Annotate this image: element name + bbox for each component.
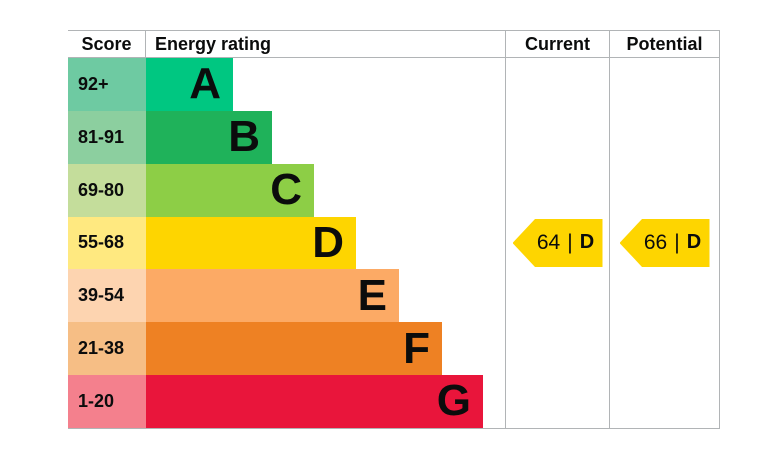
band-bar: D: [146, 216, 356, 270]
band-score-cell: 55-68: [68, 216, 146, 270]
band-row: 1-20 G: [68, 375, 720, 428]
band-score-cell: 69-80: [68, 163, 146, 217]
band-score-cell: 1-20: [68, 375, 146, 428]
band-energy-cell: D: [146, 216, 505, 270]
current-cell: [505, 163, 610, 217]
current-cell: [505, 110, 610, 164]
potential-rating-arrow: 66 | D: [619, 218, 710, 267]
band-bar: A: [146, 58, 233, 111]
band-score-cell: 92+: [68, 58, 146, 111]
band-energy-cell: G: [146, 375, 505, 428]
potential-cell: [610, 58, 720, 111]
potential-band-letter: D: [686, 231, 702, 254]
current-separator: |: [567, 230, 573, 254]
band-bar: F: [146, 322, 442, 376]
band-bar: E: [146, 269, 399, 323]
band-energy-cell: F: [146, 322, 505, 376]
potential-column-header: Potential: [610, 31, 720, 57]
potential-cell: [610, 375, 720, 428]
score-column-header: Score: [68, 31, 146, 57]
band-energy-cell: A: [146, 58, 505, 111]
band-letter: B: [228, 112, 260, 162]
band-letter: D: [312, 217, 344, 267]
current-cell: 64 | D: [505, 216, 610, 270]
potential-separator: |: [674, 230, 680, 254]
current-rating-arrow: 64 | D: [512, 218, 603, 267]
potential-cell: [610, 269, 720, 323]
current-cell: [505, 322, 610, 376]
band-bar: B: [146, 110, 272, 164]
band-score-cell: 39-54: [68, 269, 146, 323]
band-letter: F: [403, 323, 430, 373]
band-energy-cell: B: [146, 110, 505, 164]
band-bar: C: [146, 163, 314, 217]
band-row: 69-80 C: [68, 163, 720, 217]
band-row: 39-54 E: [68, 269, 720, 323]
potential-cell: 66 | D: [610, 216, 720, 270]
band-score-cell: 21-38: [68, 322, 146, 376]
band-bar: G: [146, 375, 483, 428]
band-score-label: 21-38: [78, 338, 125, 359]
band-score-label: 39-54: [78, 285, 125, 306]
potential-score-value: 66: [643, 230, 668, 254]
current-column-header: Current: [505, 31, 610, 57]
potential-cell: [610, 322, 720, 376]
band-letter: E: [357, 270, 387, 320]
band-score-label: 1-20: [78, 390, 115, 411]
potential-cell: [610, 110, 720, 164]
band-score-label: 92+: [78, 73, 109, 94]
energy-rating-column-header: Energy rating: [155, 33, 272, 54]
band-letter: G: [436, 376, 471, 426]
band-row: 21-38 F: [68, 322, 720, 376]
band-row: 81-91 B: [68, 110, 720, 164]
band-score-cell: 81-91: [68, 110, 146, 164]
band-score-label: 55-68: [78, 232, 125, 253]
band-letter: C: [270, 165, 302, 215]
band-score-label: 69-80: [78, 179, 125, 200]
band-letter: A: [189, 59, 221, 109]
band-energy-cell: C: [146, 163, 505, 217]
current-cell: [505, 269, 610, 323]
current-score-value: 64: [536, 230, 561, 254]
band-energy-cell: E: [146, 269, 505, 323]
current-band-letter: D: [579, 231, 595, 254]
band-row: 55-68 D 64 | D 66 | D: [68, 216, 720, 270]
band-rows: 92+ A 81-91 B 69-80: [68, 58, 720, 428]
current-cell: [505, 58, 610, 111]
band-row: 92+ A: [68, 58, 720, 111]
current-cell: [505, 375, 610, 428]
epc-table: Score Energy rating Current Potential 92…: [68, 30, 720, 429]
potential-cell: [610, 163, 720, 217]
band-score-label: 81-91: [78, 126, 125, 147]
table-header-row: Score Energy rating Current Potential: [68, 31, 720, 58]
